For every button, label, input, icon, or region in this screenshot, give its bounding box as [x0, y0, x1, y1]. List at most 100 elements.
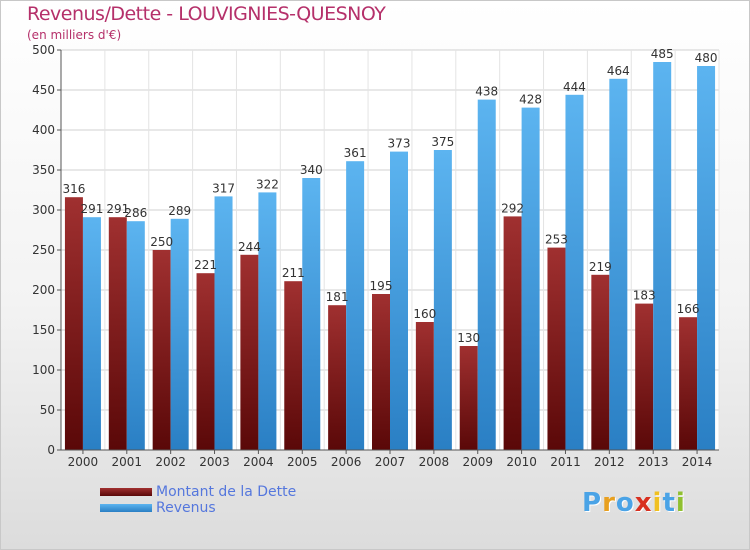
y-tick-label: 300 — [32, 203, 55, 217]
y-tick-label: 0 — [47, 443, 55, 457]
bar-dette — [591, 274, 610, 450]
bar-dette — [108, 217, 127, 450]
logo-letter: r — [602, 488, 616, 518]
value-label-revenus: 480 — [695, 51, 718, 65]
bar-revenus — [653, 62, 672, 450]
logo-letter: P — [582, 488, 603, 518]
value-label-revenus: 464 — [607, 64, 630, 78]
bar-dette — [459, 346, 478, 450]
legend-label-dette: Montant de la Dette — [156, 484, 297, 500]
legend-swatch-dette — [100, 488, 152, 496]
value-label-revenus: 485 — [651, 47, 674, 61]
value-label-revenus: 291 — [80, 202, 103, 216]
logo-letter: o — [615, 488, 635, 518]
value-label-dette: 160 — [413, 307, 436, 321]
y-tick-label: 500 — [32, 43, 55, 57]
y-tick-label: 450 — [32, 83, 55, 97]
chart-subtitle: (en milliers d'€) — [27, 28, 122, 42]
x-tick-label: 2009 — [462, 455, 493, 469]
value-label-dette: 130 — [457, 331, 480, 345]
value-label-dette: 292 — [501, 201, 524, 215]
x-tick-label: 2005 — [287, 455, 318, 469]
value-label-revenus: 361 — [344, 146, 367, 160]
x-tick-label: 2014 — [682, 455, 713, 469]
value-label-dette: 219 — [589, 260, 612, 274]
value-label-revenus: 286 — [124, 206, 147, 220]
value-labels-layer: 316 291 250 221 244 211 181 195 160 130 292 253 219 1… — [62, 47, 717, 345]
bar-dette — [503, 216, 522, 450]
x-tick-label: 2000 — [68, 455, 99, 469]
x-tick-label: 2006 — [331, 455, 362, 469]
x-tick-label: 2008 — [419, 455, 450, 469]
y-tick-label: 400 — [32, 123, 55, 137]
chart-title: Revenus/Dette - LOUVIGNIES-QUESNOY — [27, 3, 386, 25]
x-tick-label: 2004 — [243, 455, 274, 469]
value-label-revenus: 438 — [475, 85, 498, 99]
value-label-revenus: 340 — [300, 163, 323, 177]
bar-dette — [635, 303, 654, 450]
value-label-dette: 183 — [633, 289, 656, 303]
value-label-revenus: 373 — [388, 137, 411, 151]
value-label-dette: 211 — [282, 266, 305, 280]
bar-dette — [196, 273, 215, 450]
x-tick-label: 2012 — [594, 455, 625, 469]
y-tick-label: 150 — [32, 323, 55, 337]
x-tick-label: 2001 — [112, 455, 143, 469]
value-label-dette: 195 — [370, 279, 393, 293]
bar-revenus — [565, 94, 584, 451]
value-label-revenus: 428 — [519, 93, 542, 107]
x-tick-label: 2013 — [638, 455, 669, 469]
legend-label-revenus: Revenus — [156, 500, 216, 516]
bar-revenus — [697, 66, 716, 450]
bar-revenus — [521, 107, 540, 450]
bar-dette — [547, 247, 566, 450]
bar-revenus — [258, 192, 277, 450]
value-label-dette: 221 — [194, 258, 217, 272]
value-label-revenus: 444 — [563, 80, 586, 94]
value-label-revenus: 289 — [168, 204, 191, 218]
value-label-revenus: 375 — [431, 135, 454, 149]
bar-dette — [679, 317, 698, 450]
y-tick-label: 200 — [32, 283, 55, 297]
value-label-dette: 244 — [238, 240, 261, 254]
logo-letter: t — [662, 488, 676, 518]
bar-dette — [240, 254, 259, 450]
bar-revenus — [609, 78, 628, 451]
value-label-dette: 250 — [150, 235, 173, 249]
logo-letter: x — [634, 488, 653, 518]
x-tick-label: 2007 — [375, 455, 406, 469]
value-label-revenus: 322 — [256, 177, 279, 191]
bar-dette — [64, 197, 83, 450]
legend-swatch-revenus — [100, 504, 152, 512]
bar-dette — [284, 281, 303, 450]
bar-dette — [152, 250, 171, 450]
value-label-revenus: 317 — [212, 181, 235, 195]
value-label-dette: 291 — [106, 202, 129, 216]
bar-revenus — [214, 196, 233, 450]
y-tick-label: 350 — [32, 163, 55, 177]
bar-revenus — [477, 99, 496, 450]
x-tick-label: 2010 — [506, 455, 537, 469]
y-tick-label: 50 — [40, 403, 55, 417]
axis-layer: 0 50 100 150 200 250 300 350 400 450 500 2000 2001 20… — [32, 43, 719, 469]
value-label-dette: 166 — [677, 302, 700, 316]
logo-letter: i — [652, 488, 663, 518]
logo-letter: i — [675, 488, 686, 518]
bar-dette — [328, 305, 347, 450]
x-tick-label: 2002 — [155, 455, 186, 469]
bar-revenus — [302, 178, 321, 450]
bar-dette — [372, 294, 390, 450]
bar-dette — [415, 322, 434, 450]
bars-layer — [64, 62, 716, 451]
proxiti-logo: Proxiti — [582, 488, 686, 518]
bar-revenus — [346, 161, 365, 450]
y-tick-label: 100 — [32, 363, 55, 377]
value-label-dette: 181 — [326, 290, 349, 304]
bar-revenus — [390, 151, 408, 450]
y-tick-label: 250 — [32, 243, 55, 257]
bar-revenus — [126, 221, 145, 450]
x-tick-label: 2011 — [550, 455, 581, 469]
bar-revenus — [433, 150, 452, 450]
value-label-dette: 316 — [62, 182, 85, 196]
